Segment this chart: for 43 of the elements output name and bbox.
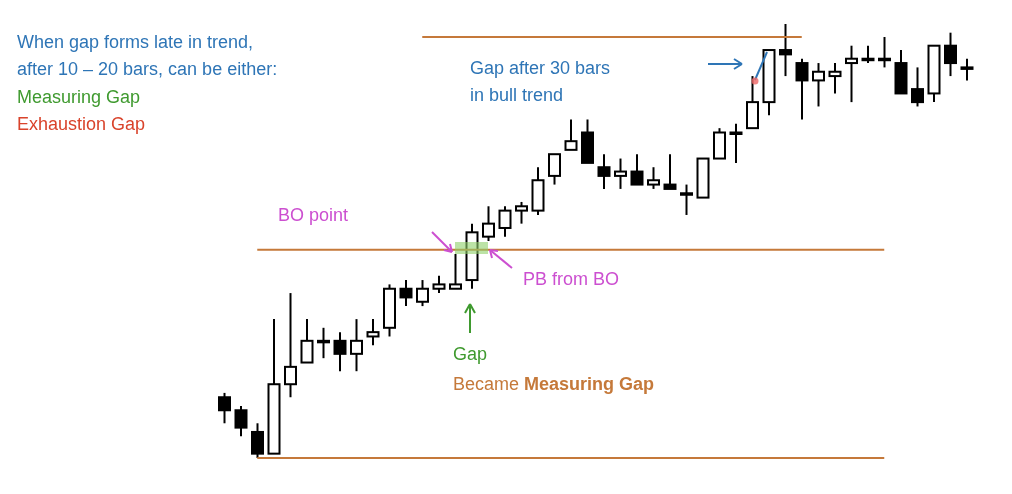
candlestick: [944, 31, 957, 78]
candlestick: [333, 331, 347, 373]
candlestick: [366, 318, 380, 347]
candlestick: [515, 200, 528, 225]
candlestick: [630, 153, 644, 186]
candlestick: [416, 279, 429, 308]
annotation: after 10 – 20 bars, can be either:: [17, 58, 278, 80]
candlestick: [779, 24, 792, 78]
annotation: When gap forms late in trend,: [17, 31, 254, 53]
candlestick: [960, 57, 974, 82]
candlestick: [251, 422, 264, 458]
candlestick: [449, 253, 462, 290]
candlestick: [548, 153, 561, 186]
text: Measuring Gap: [17, 86, 141, 108]
candlestick: [234, 404, 248, 438]
candlestick: [317, 326, 330, 360]
annotation: BO point: [278, 204, 349, 226]
candlestick: [663, 153, 677, 190]
candlestick: [284, 292, 297, 399]
candlestick: [911, 66, 924, 108]
text: Exhaustion Gap: [17, 113, 146, 135]
candlestick: [300, 318, 314, 364]
candlestick: [828, 62, 842, 95]
candlestick: [647, 166, 660, 190]
annotation: Gap after 30 bars: [470, 57, 611, 79]
candlestick: [564, 118, 578, 151]
annotation: PB from BO: [523, 268, 620, 290]
candlestick: [812, 62, 825, 108]
candlestick: [399, 279, 413, 308]
candlestick: [795, 57, 809, 121]
candlestick: [218, 391, 231, 425]
candlestick: [350, 318, 363, 373]
candlestick: [597, 153, 611, 190]
candlestick: [498, 205, 512, 238]
candlestick: [680, 183, 693, 216]
candlestick: [482, 205, 495, 242]
annotation: Gap: [453, 343, 488, 365]
annotation: Became Measuring Gap: [453, 373, 655, 395]
annotation: in bull trend: [470, 84, 564, 106]
candlestick: [878, 36, 891, 69]
candlestick: [729, 122, 743, 164]
candlestick: [614, 157, 627, 190]
candlestick: [845, 44, 858, 104]
